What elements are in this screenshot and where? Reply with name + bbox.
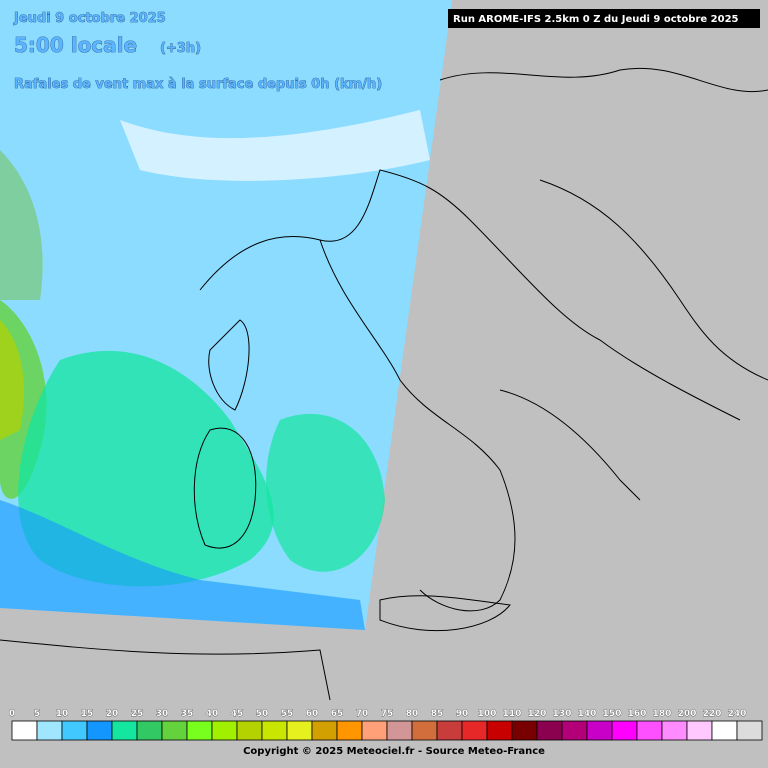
legend-label: 130 xyxy=(553,709,572,719)
legend-label: 40 xyxy=(206,709,219,719)
legend-swatch xyxy=(436,720,463,741)
subtitle: Rafales de vent max à la surface depuis … xyxy=(14,77,382,92)
time: 5:00 locale xyxy=(14,33,137,57)
date: Jeudi 9 octobre 2025 xyxy=(13,11,166,26)
legend-swatch xyxy=(361,720,388,741)
legend-swatch xyxy=(186,720,213,741)
legend-label: 240 xyxy=(728,709,747,719)
legend-swatch xyxy=(611,720,638,741)
legend-swatch xyxy=(336,720,363,741)
legend-swatch xyxy=(411,720,438,741)
legend-swatch xyxy=(386,720,413,741)
legend-swatch xyxy=(111,720,138,741)
legend-swatch xyxy=(561,720,588,741)
legend-swatch xyxy=(161,720,188,741)
legend-swatch xyxy=(286,720,313,741)
legend-swatch xyxy=(236,720,263,741)
legend-label: 180 xyxy=(653,709,672,719)
legend-swatch xyxy=(61,720,88,741)
legend-swatch xyxy=(661,720,688,741)
legend-swatch xyxy=(36,720,63,741)
legend-label: 120 xyxy=(528,709,547,719)
legend-label: 0 xyxy=(9,709,15,719)
legend-swatch xyxy=(536,720,563,741)
legend-label: 5 xyxy=(34,709,40,719)
legend-swatch xyxy=(11,720,38,741)
legend-swatch xyxy=(736,720,763,741)
legend-label: 50 xyxy=(256,709,269,719)
legend-swatch xyxy=(136,720,163,741)
wind-area xyxy=(0,320,24,440)
legend-label: 20 xyxy=(106,709,119,719)
legend-label: 10 xyxy=(56,709,69,719)
wind-area xyxy=(18,350,274,587)
legend-label: 65 xyxy=(331,709,344,719)
run-info: Run AROME-IFS 2.5km 0 Z du Jeudi 9 octob… xyxy=(453,14,739,25)
legend-swatch xyxy=(86,720,113,741)
legend-label: 110 xyxy=(503,709,522,719)
legend-swatch xyxy=(636,720,663,741)
legend-swatch xyxy=(686,720,713,741)
legend-swatch xyxy=(211,720,238,741)
copyright: Copyright © 2025 Meteociel.fr - Source M… xyxy=(243,746,545,757)
coastlines xyxy=(0,68,768,701)
legend-swatch xyxy=(486,720,513,741)
legend-label: 75 xyxy=(381,709,394,719)
legend-label: 100 xyxy=(478,709,497,719)
legend-label: 60 xyxy=(306,709,319,719)
offset: (+3h) xyxy=(160,41,201,56)
legend-label: 160 xyxy=(628,709,647,719)
legend-label: 200 xyxy=(678,709,697,719)
legend-swatch xyxy=(586,720,613,741)
wind-area xyxy=(0,150,43,300)
legend-label: 55 xyxy=(281,709,294,719)
legend-label: 30 xyxy=(156,709,169,719)
wind-area xyxy=(120,110,430,181)
legend-swatch xyxy=(261,720,288,741)
legend-label: 25 xyxy=(131,709,144,719)
legend-label: 150 xyxy=(603,709,622,719)
legend-label: 140 xyxy=(578,709,597,719)
legend-swatch xyxy=(461,720,488,741)
legend-swatch xyxy=(311,720,338,741)
legend-swatch xyxy=(711,720,738,741)
legend-label: 85 xyxy=(431,709,444,719)
legend-label: 45 xyxy=(231,709,244,719)
legend-label: 35 xyxy=(181,709,194,719)
run-box xyxy=(448,9,760,28)
wind-area xyxy=(0,500,365,630)
wind-area xyxy=(266,413,385,572)
legend-label: 70 xyxy=(356,709,369,719)
legend: 0 5 10 15 20 25 30 35 40 45 50 55 60 65 70 75 80 85 90 100 1… xyxy=(9,709,763,741)
legend-label: 15 xyxy=(81,709,94,719)
legend-label: 90 xyxy=(456,709,469,719)
legend-label: 80 xyxy=(406,709,419,719)
legend-swatch xyxy=(511,720,538,741)
legend-label: 220 xyxy=(703,709,722,719)
